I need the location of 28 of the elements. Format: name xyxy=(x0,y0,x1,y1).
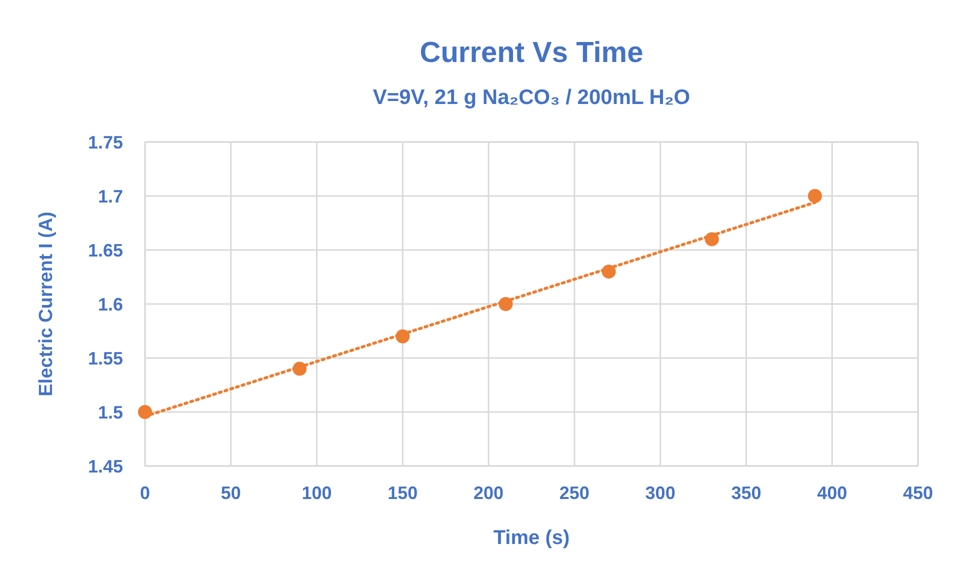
y-tick-label: 1.55 xyxy=(88,348,123,368)
chart-title: Current Vs Time xyxy=(420,37,644,69)
x-tick-label: 50 xyxy=(220,483,241,503)
y-tick-label: 1.7 xyxy=(98,186,123,206)
x-tick-label: 200 xyxy=(474,483,504,503)
y-tick-label: 1.45 xyxy=(88,456,123,476)
x-tick-label: 250 xyxy=(559,483,590,503)
point xyxy=(602,264,616,279)
x-axis-title: Time (s) xyxy=(493,527,570,549)
point xyxy=(396,329,410,344)
x-tick-label: 350 xyxy=(731,483,762,503)
x-tick-label: 400 xyxy=(817,483,848,503)
point xyxy=(138,405,152,419)
x-tick-label: 450 xyxy=(902,483,934,503)
y-tick-label: 1.75 xyxy=(88,132,123,152)
point xyxy=(704,232,719,246)
y-axis-title: Electric Current I (A) xyxy=(36,212,57,396)
x-tick-label: 0 xyxy=(140,483,150,503)
y-tick-label: 1.65 xyxy=(88,240,123,260)
x-tick-label: 300 xyxy=(645,483,676,503)
point xyxy=(292,362,307,376)
y-tick-label: 1.5 xyxy=(98,402,123,422)
x-tick-label: 100 xyxy=(302,483,332,503)
point xyxy=(808,189,822,203)
point xyxy=(498,297,513,311)
chart-subtitle: V=9V, 21 g Na₂CO₃ / 200mL H₂O xyxy=(372,86,690,109)
x-tick-label: 150 xyxy=(388,483,418,503)
y-tick-label: 1.6 xyxy=(98,294,123,314)
